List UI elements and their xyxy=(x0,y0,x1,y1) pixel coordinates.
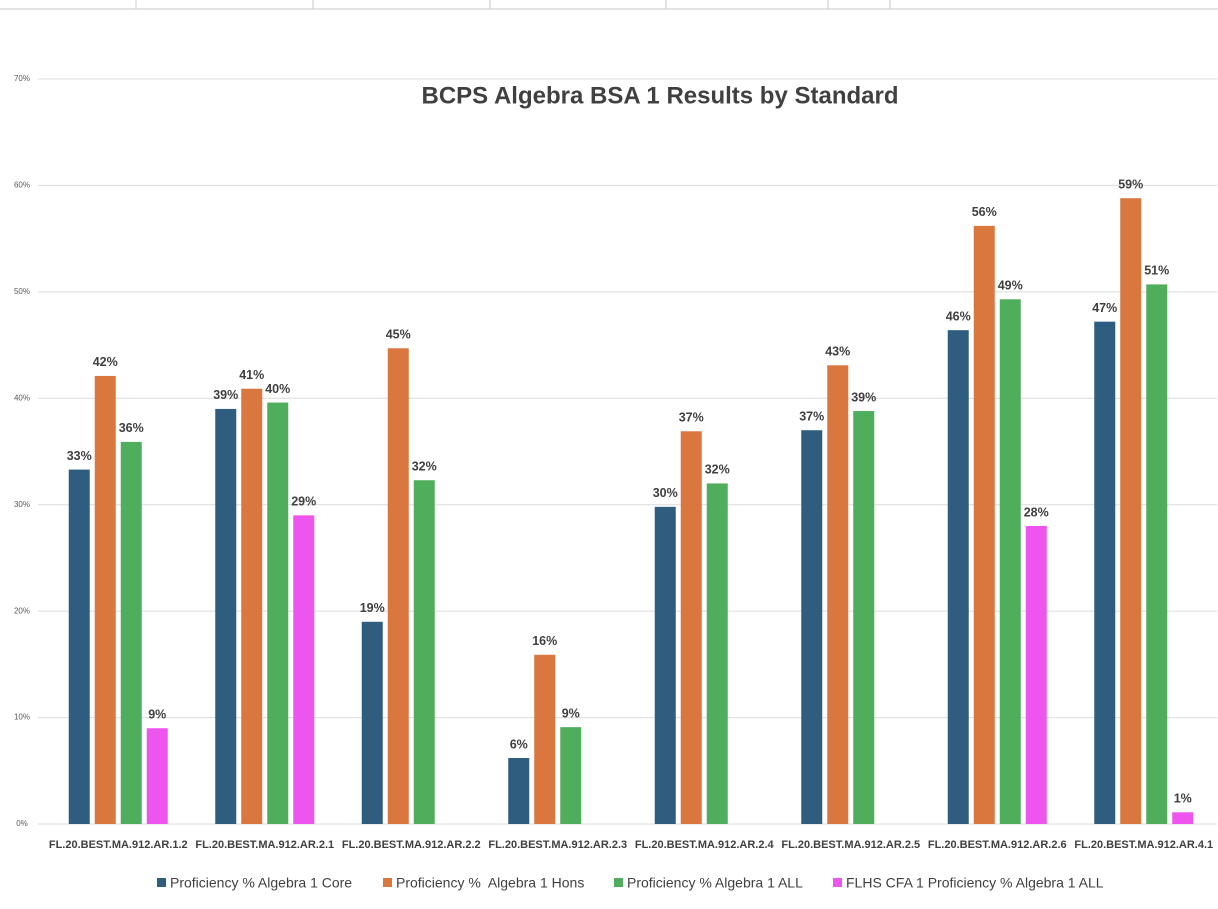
value-label: 36% xyxy=(119,421,144,435)
value-label: 59% xyxy=(1118,177,1143,191)
legend-label: FLHS CFA 1 Proficiency % Algebra 1 ALL xyxy=(846,875,1104,891)
chart-title: BCPS Algebra BSA 1 Results by Standard xyxy=(422,82,899,109)
bar xyxy=(508,758,530,824)
x-tick-label: FL.20.BEST.MA.912.AR.2.4 xyxy=(635,839,775,851)
y-tick-label: 20% xyxy=(14,606,30,615)
value-label: 32% xyxy=(412,460,437,474)
value-label: 32% xyxy=(705,463,730,477)
value-label: 45% xyxy=(386,328,411,342)
bar xyxy=(947,330,969,824)
bar xyxy=(1146,284,1168,825)
bar xyxy=(534,654,556,824)
bar xyxy=(801,430,823,824)
value-label: 6% xyxy=(510,737,528,751)
bar xyxy=(827,365,849,824)
value-label: 19% xyxy=(360,601,385,615)
y-tick-label: 50% xyxy=(14,287,30,296)
y-tick-label: 30% xyxy=(14,500,30,509)
value-label: 9% xyxy=(148,708,166,722)
x-tick-label: FL.20.BEST.MA.912.AR.1.2 xyxy=(49,839,188,851)
value-label: 56% xyxy=(972,205,997,219)
value-label: 30% xyxy=(653,486,678,500)
value-label: 33% xyxy=(67,449,92,463)
bar xyxy=(267,402,289,824)
value-label: 46% xyxy=(946,309,971,323)
value-label: 39% xyxy=(851,390,876,404)
bar xyxy=(999,299,1021,824)
value-label: 40% xyxy=(265,382,290,396)
legend-swatch xyxy=(833,878,842,887)
y-tick-label: 0% xyxy=(16,819,28,828)
legend-swatch xyxy=(157,878,166,887)
y-tick-label: 60% xyxy=(14,181,30,190)
value-label: 37% xyxy=(679,411,704,425)
legend-swatch xyxy=(383,878,392,887)
x-tick-label: FL.20.BEST.MA.912.AR.2.3 xyxy=(488,839,627,851)
bar xyxy=(293,515,315,824)
value-label: 16% xyxy=(532,634,557,648)
bar xyxy=(241,388,263,824)
value-label: 28% xyxy=(1024,505,1049,519)
value-label: 29% xyxy=(291,495,316,509)
bar xyxy=(361,621,383,824)
x-tick-label: FL.20.BEST.MA.912.AR.2.5 xyxy=(781,839,920,851)
x-tick-label: FL.20.BEST.MA.912.AR.4.1 xyxy=(1074,839,1213,851)
bar xyxy=(654,506,676,824)
bar xyxy=(560,727,582,824)
value-label: 37% xyxy=(799,410,824,424)
legend-label: Proficiency % Algebra 1 ALL xyxy=(627,875,803,891)
bar xyxy=(146,728,168,824)
bar xyxy=(973,225,995,824)
bar xyxy=(680,431,702,824)
bar xyxy=(94,375,116,824)
legend-label: Proficiency % Algebra 1 Hons xyxy=(396,875,584,891)
value-label: 1% xyxy=(1174,792,1192,806)
value-label: 39% xyxy=(213,388,238,402)
value-label: 41% xyxy=(239,368,264,382)
bar xyxy=(1172,812,1194,824)
bar xyxy=(1120,198,1142,824)
bar xyxy=(1025,526,1047,824)
bar xyxy=(853,411,875,824)
bar xyxy=(387,348,409,824)
x-tick-label: FL.20.BEST.MA.912.AR.2.2 xyxy=(342,839,481,851)
bar xyxy=(120,441,142,824)
y-tick-label: 40% xyxy=(14,393,30,402)
bar xyxy=(413,480,435,824)
bar xyxy=(68,469,90,824)
value-label: 42% xyxy=(93,355,118,369)
y-tick-label: 70% xyxy=(14,74,30,83)
bar xyxy=(215,408,237,824)
x-tick-label: FL.20.BEST.MA.912.AR.2.6 xyxy=(928,839,1067,851)
value-label: 43% xyxy=(825,345,850,359)
value-label: 49% xyxy=(998,279,1023,293)
legend-swatch xyxy=(614,878,623,887)
value-label: 9% xyxy=(562,706,580,720)
y-tick-label: 10% xyxy=(14,713,30,722)
x-tick-label: FL.20.BEST.MA.912.AR.2.1 xyxy=(195,839,334,851)
bar xyxy=(706,483,728,824)
bar xyxy=(1094,321,1116,824)
value-label: 51% xyxy=(1144,264,1169,278)
legend-label: Proficiency % Algebra 1 Core xyxy=(170,875,352,891)
value-label: 47% xyxy=(1092,301,1117,315)
sheet-frame xyxy=(0,0,1218,10)
